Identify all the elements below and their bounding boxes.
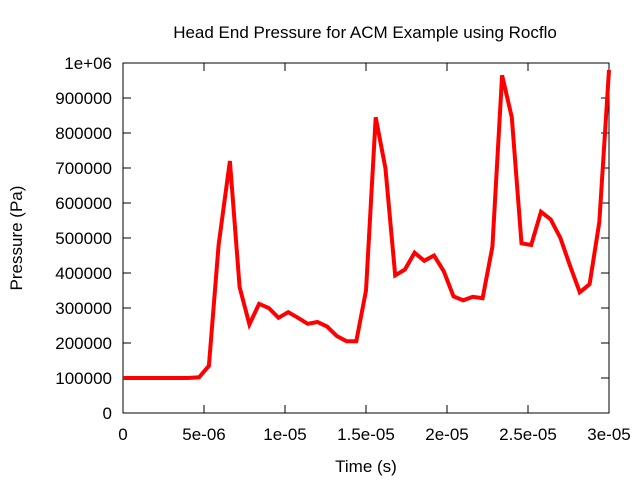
x-axis-label: Time (s) xyxy=(335,457,397,476)
y-tick-label: 1e+06 xyxy=(64,54,112,73)
x-tick-label: 2e-05 xyxy=(425,425,468,444)
y-tick-label: 100000 xyxy=(55,369,112,388)
chart-title: Head End Pressure for ACM Example using … xyxy=(173,23,557,42)
x-axis: 0 5e-06 1e-05 1.5e-05 2e-05 2.5e-05 3e-05 xyxy=(118,63,631,444)
y-tick-label: 500000 xyxy=(55,229,112,248)
y-tick-label: 400000 xyxy=(55,264,112,283)
y-tick-label: 800000 xyxy=(55,124,112,143)
x-tick-label: 3e-05 xyxy=(587,425,630,444)
y-axis-label: Pressure (Pa) xyxy=(7,186,26,291)
series-layer xyxy=(123,69,611,380)
y-tick-label: 300000 xyxy=(55,299,112,318)
y-tick-label: 0 xyxy=(103,404,112,423)
y-tick-label: 200000 xyxy=(55,334,112,353)
y-tick-label: 700000 xyxy=(55,159,112,178)
x-tick-label: 5e-06 xyxy=(182,425,225,444)
series-line xyxy=(123,69,611,380)
x-tick-label: 1e-05 xyxy=(263,425,306,444)
y-tick-label: 900000 xyxy=(55,89,112,108)
plot-frame xyxy=(122,62,610,414)
x-tick-label: 2.5e-05 xyxy=(499,425,557,444)
y-tick-label: 600000 xyxy=(55,194,112,213)
y-axis: 0 100000 200000 300000 400000 500000 600000 700… xyxy=(55,54,609,423)
x-tick-label: 0 xyxy=(118,425,127,444)
x-tick-label: 1.5e-05 xyxy=(337,425,395,444)
